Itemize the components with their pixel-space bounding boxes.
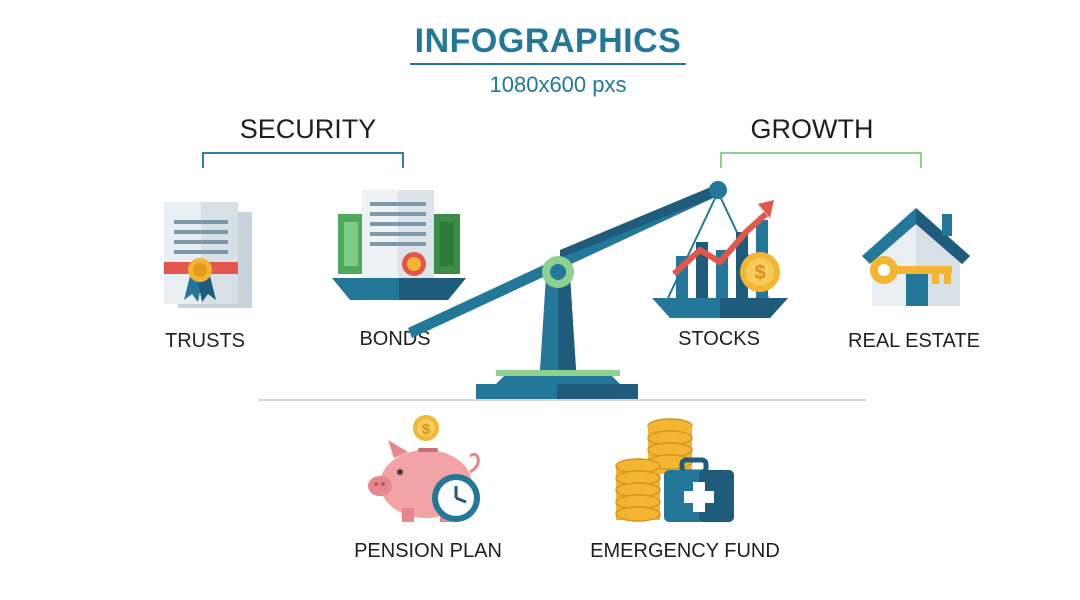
page-subtitle: 1080x600 pxs <box>489 72 627 97</box>
security-bracket <box>202 152 404 168</box>
label-stocks: STOCKS <box>678 328 760 350</box>
label-real-estate: REAL ESTATE <box>848 330 980 352</box>
certificate-icon <box>164 202 252 308</box>
piggy-bank-clock-icon: $ <box>368 415 480 522</box>
group-label-growth: GROWTH <box>750 114 874 144</box>
svg-text:$: $ <box>754 262 765 284</box>
balance-scale-icon <box>408 181 769 400</box>
house-key-icon <box>862 208 970 306</box>
stock-chart-icon: $ <box>652 200 788 318</box>
label-pension-plan: PENSION PLAN <box>354 540 502 562</box>
section-divider <box>258 399 866 401</box>
label-trusts: TRUSTS <box>165 330 245 352</box>
group-label-security: SECURITY <box>239 114 377 144</box>
page-title: INFOGRAPHICS <box>414 22 682 60</box>
bond-document-icon <box>332 190 466 300</box>
svg-text:$: $ <box>422 421 431 438</box>
growth-bracket <box>720 152 922 168</box>
coins-medkit-icon <box>615 418 734 522</box>
label-emergency-fund: EMERGENCY FUND <box>590 540 780 562</box>
title-underline <box>410 63 686 65</box>
